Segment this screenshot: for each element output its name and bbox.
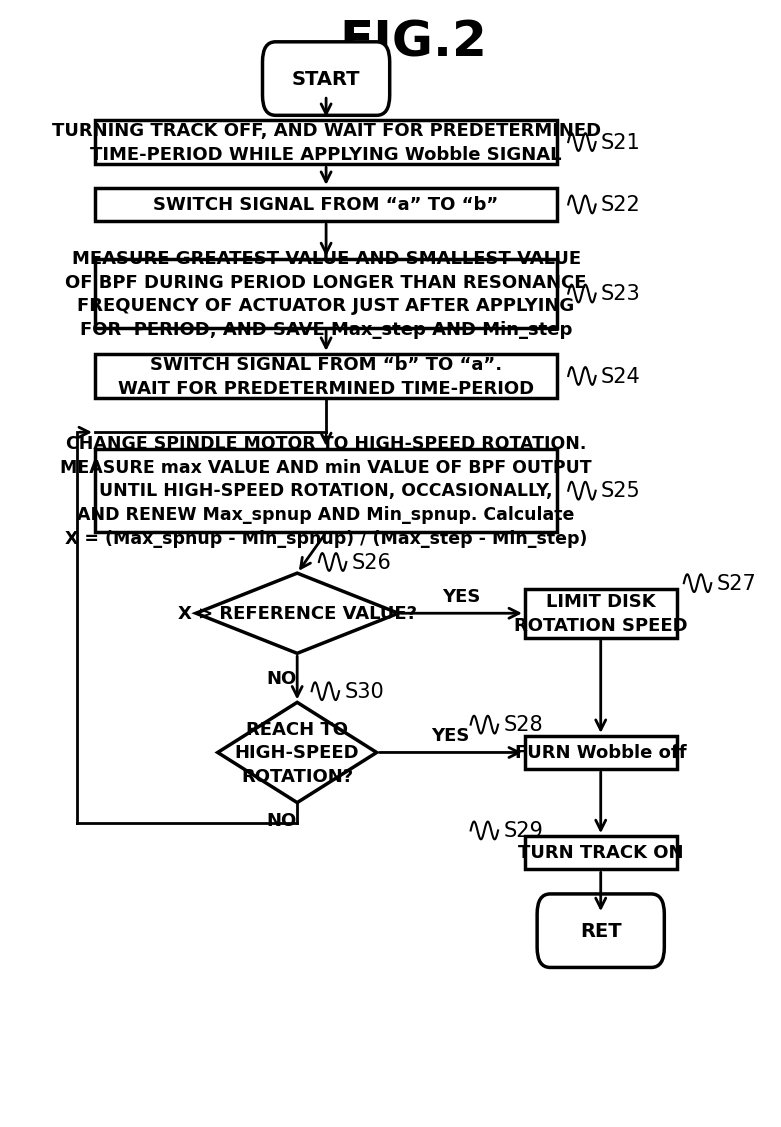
Text: S24: S24	[601, 366, 640, 387]
Text: LIMIT DISK
ROTATION SPEED: LIMIT DISK ROTATION SPEED	[514, 593, 687, 635]
Bar	[95, 450, 558, 533]
Text: REACH TO
HIGH-SPEED
ROTATION?: REACH TO HIGH-SPEED ROTATION?	[235, 720, 359, 786]
Text: S23: S23	[601, 284, 640, 304]
Text: NO: NO	[266, 669, 296, 687]
Text: MEASURE GREATEST VALUE AND SMALLEST VALUE
OF BPF DURING PERIOD LONGER THAN RESON: MEASURE GREATEST VALUE AND SMALLEST VALU…	[66, 250, 587, 338]
FancyBboxPatch shape	[537, 894, 664, 968]
Text: S29: S29	[503, 820, 543, 841]
Text: TURNING TRACK OFF, AND WAIT FOR PREDETERMINED
TIME-PERIOD WHILE APPLYING Wobble : TURNING TRACK OFF, AND WAIT FOR PREDETER…	[52, 122, 601, 163]
Text: CHANGE SPINDLE MOTOR TO HIGH-SPEED ROTATION.
MEASURE max VALUE AND min VALUE OF : CHANGE SPINDLE MOTOR TO HIGH-SPEED ROTAT…	[60, 435, 592, 548]
Bar	[525, 736, 676, 770]
Text: TURN TRACK ON: TURN TRACK ON	[518, 844, 683, 862]
Text: SWITCH SIGNAL FROM “b” TO “a”.
WAIT FOR PREDETERMINED TIME-PERIOD: SWITCH SIGNAL FROM “b” TO “a”. WAIT FOR …	[118, 356, 534, 398]
Bar	[95, 121, 558, 165]
Text: S27: S27	[716, 574, 756, 594]
Text: NO: NO	[266, 811, 296, 829]
Bar	[95, 259, 558, 329]
Text: FURN Wobble off: FURN Wobble off	[515, 744, 686, 762]
Text: S30: S30	[344, 682, 383, 701]
Polygon shape	[218, 702, 376, 802]
Text: S26: S26	[351, 552, 391, 573]
Bar	[95, 188, 558, 222]
Text: YES: YES	[442, 588, 481, 606]
Text: START: START	[292, 70, 360, 89]
Text: S21: S21	[601, 133, 640, 153]
Text: SWITCH SIGNAL FROM “a” TO “b”: SWITCH SIGNAL FROM “a” TO “b”	[153, 196, 498, 214]
Text: X > REFERENCE VALUE?: X > REFERENCE VALUE?	[177, 604, 416, 622]
Bar	[525, 836, 676, 870]
Text: S25: S25	[601, 481, 640, 502]
Text: FIG.2: FIG.2	[339, 18, 487, 66]
Text: RET: RET	[580, 922, 622, 940]
Text: S28: S28	[503, 715, 543, 735]
FancyBboxPatch shape	[262, 43, 390, 116]
Bar	[525, 589, 676, 638]
Polygon shape	[196, 574, 398, 654]
Text: S22: S22	[601, 195, 640, 215]
Text: YES: YES	[432, 727, 470, 745]
Bar	[95, 354, 558, 399]
